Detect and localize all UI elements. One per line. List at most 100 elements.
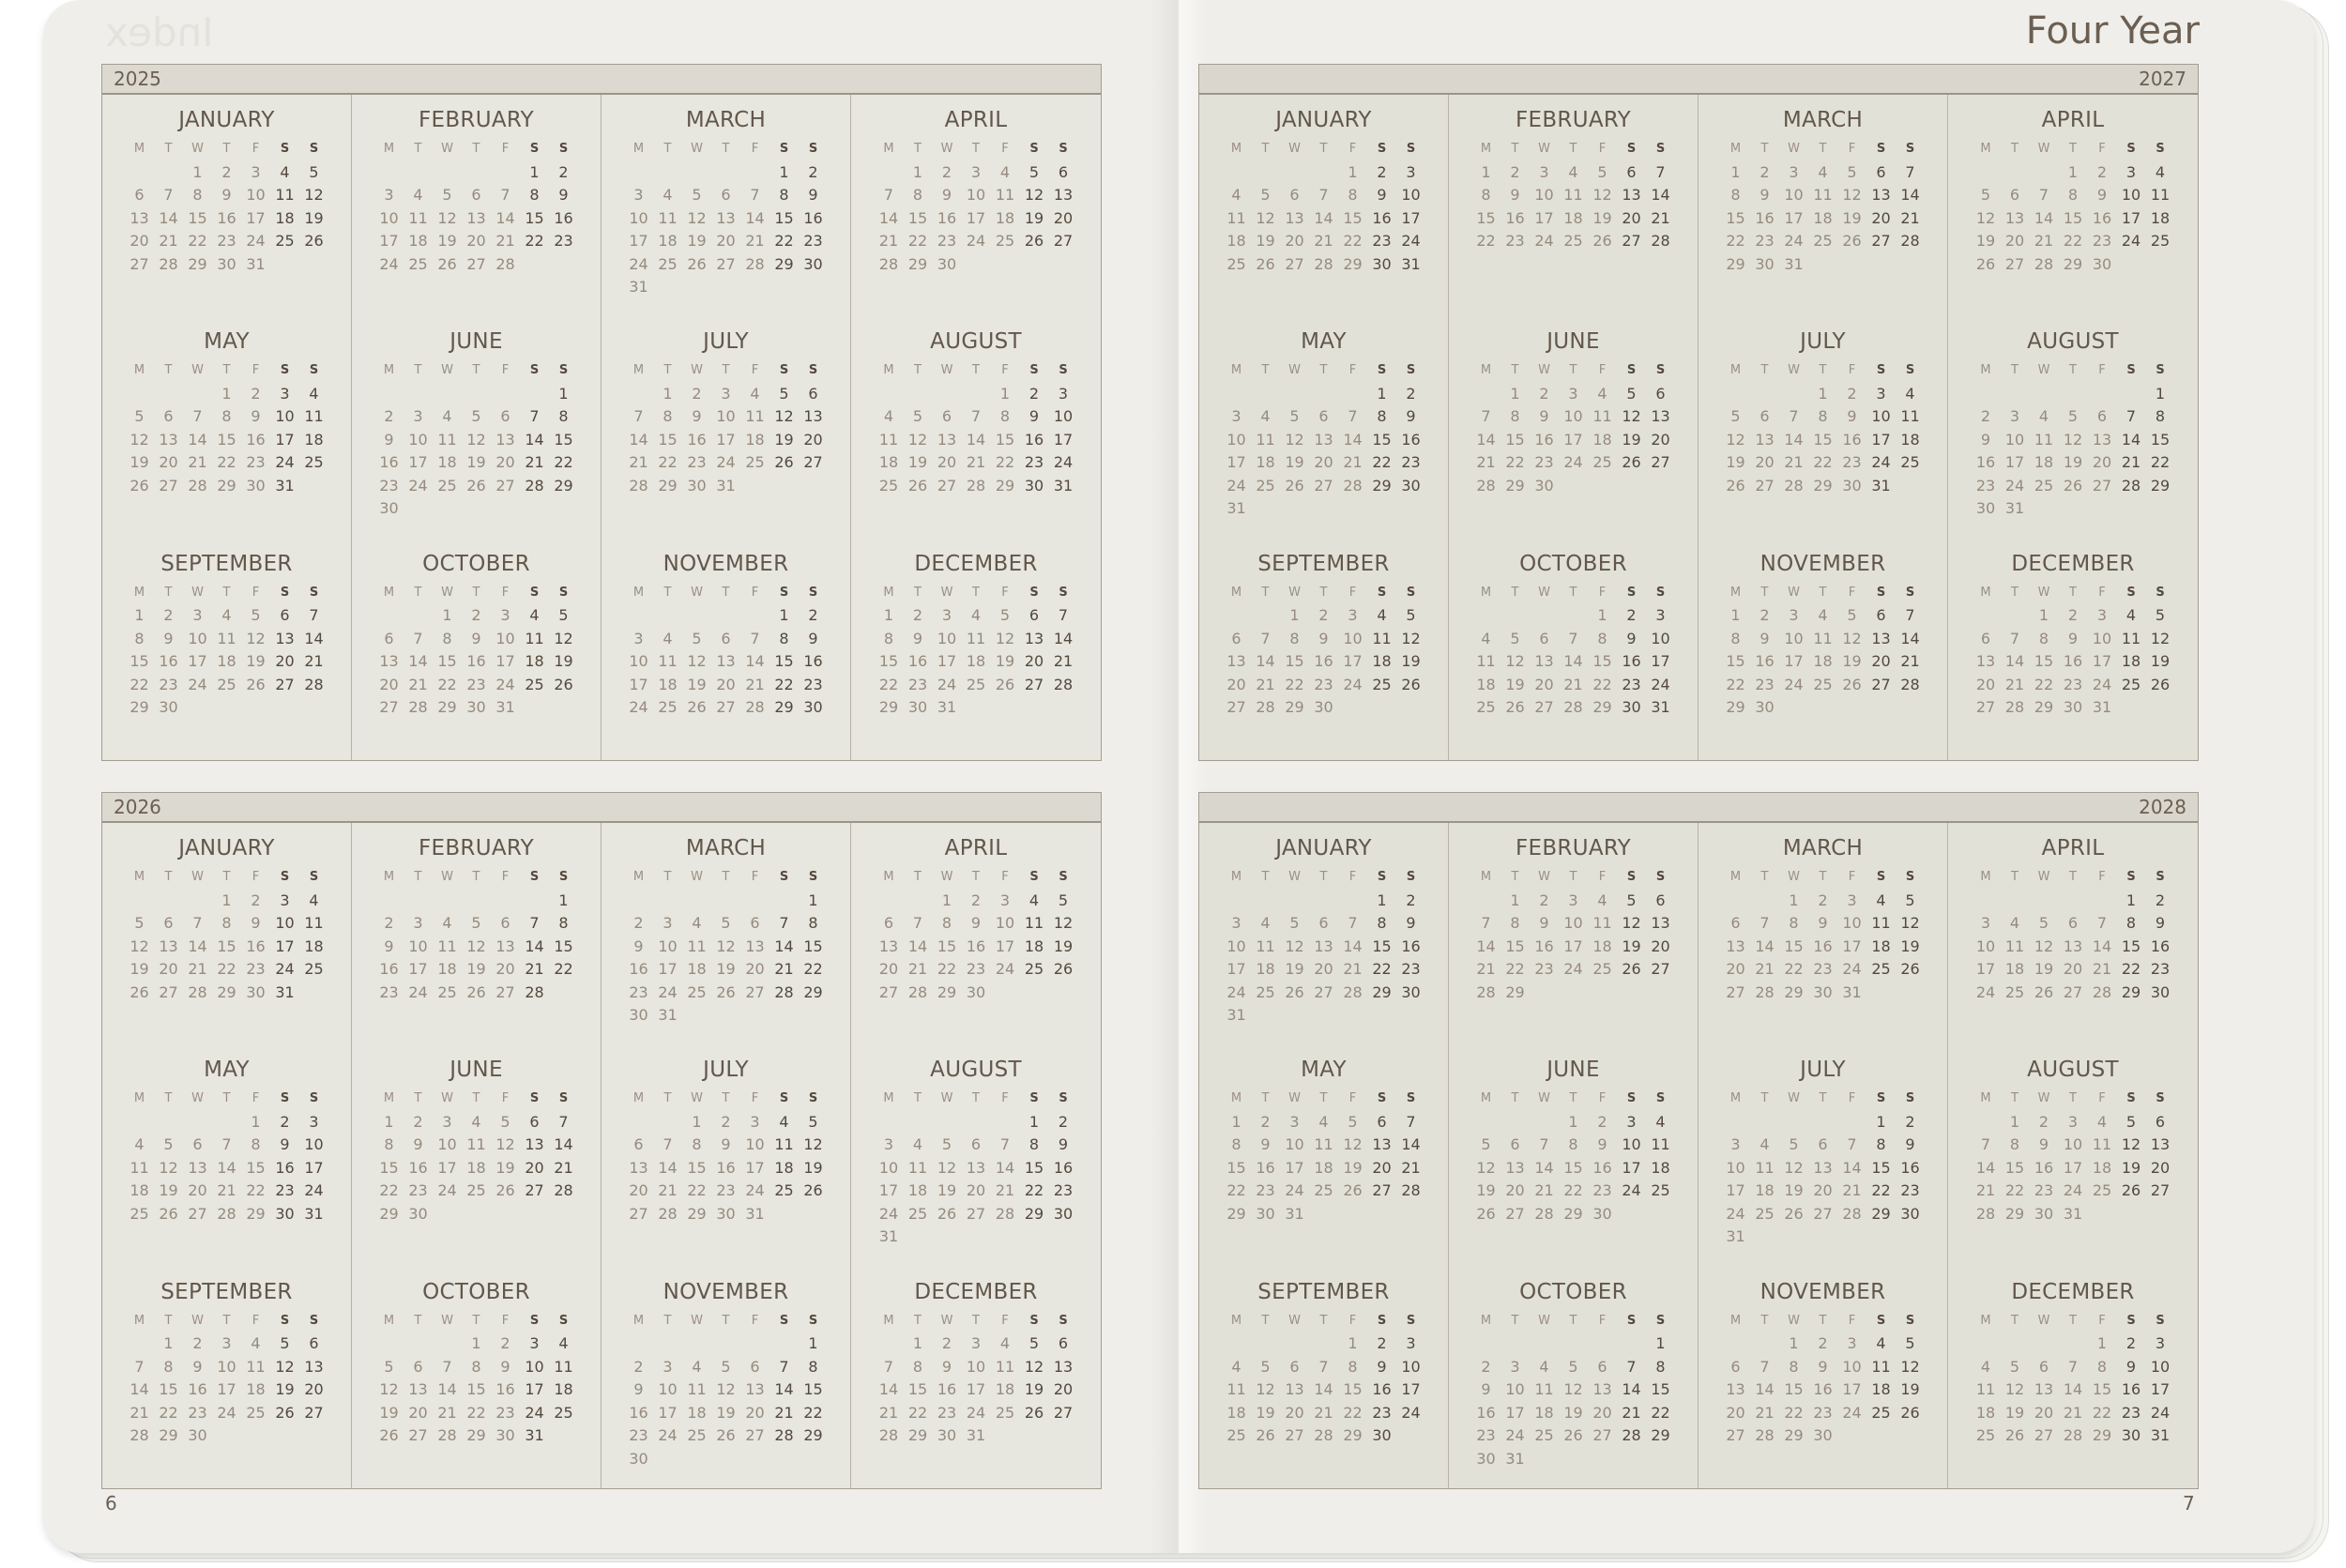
day-number[interactable]: 4: [1260, 914, 1271, 932]
day-number[interactable]: 27: [745, 1426, 765, 1445]
day-number[interactable]: 30: [1534, 476, 1554, 495]
day-number[interactable]: 14: [907, 936, 928, 955]
day-number[interactable]: 30: [408, 1204, 428, 1223]
day-number[interactable]: 29: [1871, 1204, 1891, 1223]
day-number[interactable]: 16: [275, 1158, 295, 1177]
day-number[interactable]: 20: [1314, 960, 1333, 978]
day-number[interactable]: 17: [878, 1181, 899, 1200]
day-number[interactable]: 20: [716, 675, 736, 693]
day-number[interactable]: 13: [966, 1158, 986, 1177]
day-number[interactable]: 24: [658, 982, 678, 1001]
day-number[interactable]: 23: [803, 675, 823, 693]
day-number[interactable]: 15: [554, 430, 573, 449]
day-number[interactable]: 6: [2155, 1112, 2166, 1131]
day-number[interactable]: 28: [774, 982, 794, 1001]
day-number[interactable]: 15: [803, 936, 823, 955]
day-number[interactable]: 9: [2155, 914, 2166, 932]
day-number[interactable]: 30: [629, 1449, 648, 1468]
day-number[interactable]: 6: [1231, 629, 1242, 647]
day-number[interactable]: 22: [1372, 453, 1392, 472]
day-number[interactable]: 3: [2067, 1112, 2079, 1131]
day-number[interactable]: 19: [2034, 960, 2054, 978]
day-number[interactable]: 22: [1784, 1403, 1804, 1422]
day-number[interactable]: 13: [1226, 652, 1246, 671]
day-number[interactable]: 5: [1260, 186, 1271, 204]
day-number[interactable]: 2: [413, 1112, 423, 1131]
day-number[interactable]: 19: [1256, 1403, 1275, 1422]
day-number[interactable]: 25: [1226, 1426, 1246, 1445]
day-number[interactable]: 21: [1314, 1403, 1333, 1422]
day-number[interactable]: 14: [1784, 430, 1804, 449]
day-number[interactable]: 3: [1980, 914, 1991, 932]
day-number[interactable]: 10: [1401, 1357, 1421, 1376]
day-number[interactable]: 26: [495, 1181, 515, 1200]
day-number[interactable]: 23: [966, 960, 986, 978]
day-number[interactable]: 16: [379, 960, 399, 978]
day-number[interactable]: 10: [1651, 629, 1670, 647]
day-number[interactable]: 7: [883, 1357, 894, 1376]
day-number[interactable]: 12: [1900, 1357, 1920, 1376]
day-number[interactable]: 10: [1842, 914, 1862, 932]
day-number[interactable]: 24: [966, 1403, 986, 1422]
day-number[interactable]: 1: [558, 384, 569, 403]
day-number[interactable]: 19: [495, 1158, 515, 1177]
day-number[interactable]: 8: [1510, 914, 1520, 932]
day-number[interactable]: 17: [966, 208, 986, 227]
day-number[interactable]: 29: [1726, 698, 1745, 717]
day-number[interactable]: 5: [1406, 606, 1416, 625]
day-number[interactable]: 18: [907, 1181, 928, 1200]
day-number[interactable]: 2: [912, 606, 923, 625]
day-number[interactable]: 3: [1058, 384, 1069, 403]
day-number[interactable]: 23: [1900, 1181, 1920, 1200]
day-number[interactable]: 24: [1226, 476, 1246, 495]
day-number[interactable]: 10: [1226, 936, 1246, 955]
day-number[interactable]: 16: [1024, 430, 1044, 449]
day-number[interactable]: 6: [163, 914, 174, 932]
day-number[interactable]: 3: [633, 186, 644, 204]
day-number[interactable]: 26: [937, 1204, 957, 1223]
day-number[interactable]: 7: [1760, 1357, 1770, 1376]
day-number[interactable]: 2: [221, 162, 232, 181]
day-number[interactable]: 18: [1651, 1158, 1670, 1177]
day-number[interactable]: 7: [750, 629, 760, 647]
day-number[interactable]: 8: [1730, 186, 1741, 204]
day-number[interactable]: 5: [1028, 162, 1040, 181]
day-number[interactable]: 10: [1534, 186, 1554, 204]
day-number[interactable]: 8: [1348, 186, 1358, 204]
day-number[interactable]: 23: [246, 453, 266, 472]
day-number[interactable]: 21: [2004, 675, 2025, 693]
day-number[interactable]: 9: [970, 914, 982, 932]
day-number[interactable]: 8: [384, 1135, 394, 1154]
day-number[interactable]: 3: [1568, 384, 1578, 403]
day-number[interactable]: 9: [280, 1135, 290, 1154]
day-number[interactable]: 5: [779, 384, 789, 403]
day-number[interactable]: 9: [941, 186, 952, 204]
day-number[interactable]: 1: [1231, 1112, 1242, 1131]
day-number[interactable]: 5: [808, 1112, 818, 1131]
day-number[interactable]: 23: [466, 675, 486, 693]
day-number[interactable]: 17: [1975, 960, 1996, 978]
day-number[interactable]: 23: [275, 1181, 295, 1200]
day-number[interactable]: 5: [134, 914, 145, 932]
day-number[interactable]: 9: [1377, 186, 1387, 204]
day-number[interactable]: 30: [379, 499, 399, 518]
day-number[interactable]: 5: [1260, 1357, 1271, 1376]
day-number[interactable]: 15: [379, 1158, 399, 1177]
day-number[interactable]: 5: [1289, 914, 1300, 932]
day-number[interactable]: 28: [2004, 698, 2025, 717]
day-number[interactable]: 17: [275, 936, 295, 955]
day-number[interactable]: 30: [1622, 698, 1641, 717]
day-number[interactable]: 31: [937, 698, 957, 717]
day-number[interactable]: 5: [1289, 407, 1300, 426]
day-number[interactable]: 23: [937, 1403, 957, 1422]
day-number[interactable]: 1: [1818, 384, 1828, 403]
day-number[interactable]: 9: [1597, 1135, 1607, 1154]
day-number[interactable]: 12: [1592, 186, 1612, 204]
day-number[interactable]: 19: [1024, 208, 1044, 227]
day-number[interactable]: 28: [1053, 675, 1074, 693]
day-number[interactable]: 4: [1818, 606, 1828, 625]
day-number[interactable]: 16: [1053, 1158, 1074, 1177]
day-number[interactable]: 30: [1592, 1204, 1612, 1223]
day-number[interactable]: 14: [217, 1158, 236, 1177]
day-number[interactable]: 16: [1900, 1158, 1920, 1177]
